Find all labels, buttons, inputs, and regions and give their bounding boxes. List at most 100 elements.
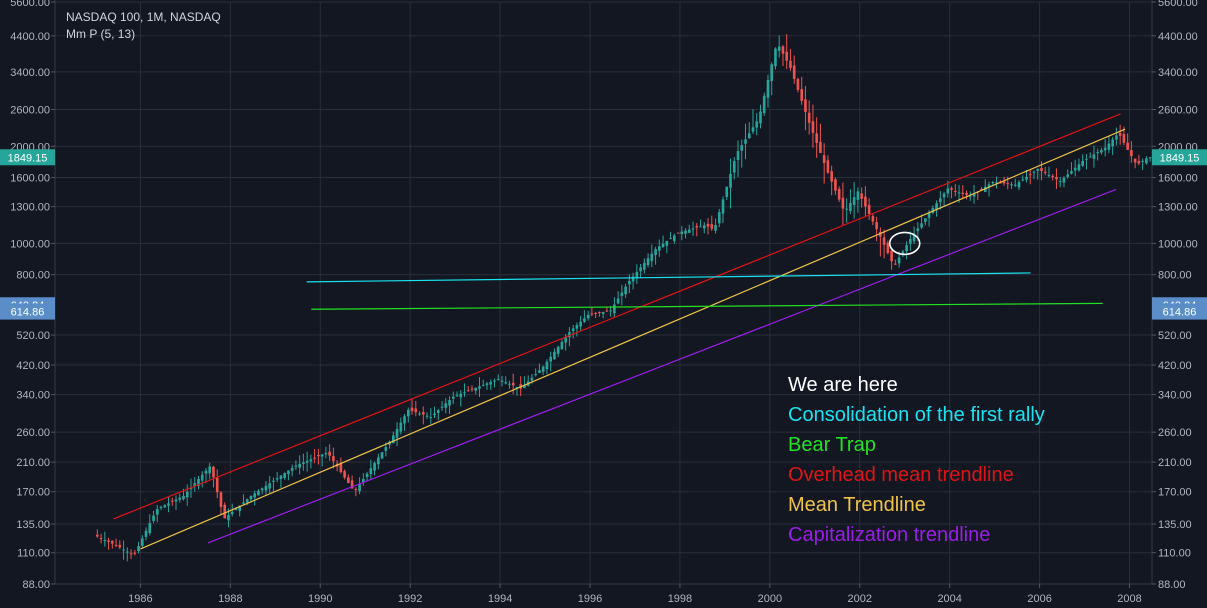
candle-body [392, 435, 395, 444]
candle-body [901, 251, 905, 256]
candle-body [541, 366, 545, 372]
candle-body [425, 415, 429, 417]
candle-body [751, 127, 755, 132]
candle-body [650, 253, 654, 262]
candle-body [515, 386, 519, 388]
candle-body [575, 325, 579, 329]
candle-body [837, 188, 841, 200]
candle-body [916, 228, 920, 232]
overhead-mean-trendline-line [113, 113, 1121, 520]
candle-body [789, 60, 792, 68]
candle-body [935, 203, 938, 211]
candle-body [894, 263, 897, 265]
candle-body [819, 141, 822, 153]
candle-body [414, 408, 418, 413]
candle-body [643, 262, 646, 270]
candle-body [148, 523, 152, 534]
x-tick-label: 1998 [668, 593, 692, 605]
y-tick-label-right: 210.00 [1158, 457, 1192, 469]
y-tick-label-right: 3400.00 [1158, 67, 1198, 79]
candle-body [421, 412, 425, 415]
y-tick-label-right: 110.00 [1158, 548, 1191, 560]
candle-body [564, 337, 567, 343]
candle-body [785, 51, 789, 61]
candle-body [545, 361, 549, 370]
candle-body [631, 276, 635, 282]
candle-body [373, 462, 376, 471]
candle-body [953, 190, 957, 192]
candle-body [369, 468, 373, 475]
candle-body [478, 386, 481, 389]
symbol-title: NASDAQ 100, 1M, NASDAQ [66, 10, 221, 24]
x-tick-label: 1986 [128, 593, 152, 605]
candle-body [137, 546, 140, 552]
candle-body [961, 192, 965, 194]
candle-body [433, 413, 436, 416]
candle-body [830, 171, 833, 182]
candle-body [463, 392, 466, 394]
candle-body [384, 446, 388, 451]
candle-body [1043, 171, 1047, 174]
candle-body [725, 186, 729, 197]
y-tick-label-left: 210.00 [16, 457, 50, 469]
candle-body [257, 490, 260, 496]
candle-body [242, 502, 245, 504]
x-tick-label: 2006 [1027, 593, 1051, 605]
x-tick-label: 1988 [218, 593, 242, 605]
candle-body [1137, 160, 1141, 164]
candle-body [1141, 160, 1144, 162]
candle-body [212, 466, 215, 478]
candle-body [583, 318, 586, 322]
candle-body [1133, 158, 1137, 163]
y-tick-label-right: 1600.00 [1158, 173, 1198, 185]
candle-body [965, 192, 968, 195]
candle-body [511, 382, 515, 386]
candle-body [804, 99, 807, 112]
candle-body [1047, 175, 1051, 177]
price-tag-left [0, 303, 55, 320]
y-tick-label-left: 420.00 [16, 360, 50, 372]
annotation-overhead-trendline: Overhead mean trendline [788, 464, 1014, 486]
candle-body [500, 380, 504, 382]
candle-body [968, 196, 972, 198]
candle-body [350, 480, 354, 489]
candle-body [324, 453, 328, 455]
candle-body [365, 473, 369, 478]
candle-body [1085, 158, 1088, 160]
candle-body [159, 507, 163, 509]
candle-body [995, 182, 998, 184]
x-tick-label: 2008 [1117, 593, 1141, 605]
candle-body [792, 65, 796, 79]
candle-body [107, 540, 110, 542]
consolidation-of-the-first-rally-line [306, 272, 1031, 283]
x-tick-label: 1994 [488, 593, 512, 605]
candle-body [347, 477, 350, 483]
candle-body [470, 388, 474, 390]
candle-body [747, 133, 751, 139]
candle-body [834, 179, 837, 191]
candle-body [639, 267, 642, 272]
price-tag-left [0, 149, 55, 166]
candle-body [96, 534, 99, 537]
candle-body [399, 422, 403, 432]
candle-body [845, 208, 848, 210]
candle-body [1066, 174, 1070, 177]
candle-body [774, 48, 777, 67]
y-tick-label-left: 3400.00 [10, 67, 50, 79]
candle-body [1130, 150, 1133, 157]
candle-body [1077, 164, 1081, 171]
y-tick-label-left: 520.00 [16, 330, 50, 342]
candle-body [129, 553, 133, 555]
candle-body [710, 224, 714, 229]
candle-body [272, 480, 275, 482]
candle-body [882, 237, 886, 245]
annotation-legend: We are here Consolidation of the first r… [788, 370, 1045, 550]
x-tick-label: 1996 [578, 593, 602, 605]
candle-body [167, 503, 170, 506]
price-tag-right [1152, 303, 1207, 320]
candle-body [886, 242, 890, 254]
candle-body [691, 228, 695, 230]
candle-body [459, 393, 463, 398]
candle-body [1025, 176, 1028, 180]
